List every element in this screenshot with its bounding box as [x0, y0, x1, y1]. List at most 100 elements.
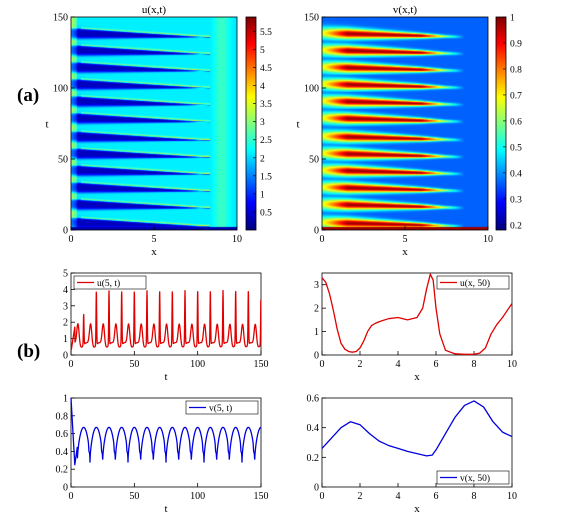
y-tick-label: 0.6 — [56, 429, 69, 440]
x-axis-label: t — [164, 371, 167, 383]
y-tick-label: 0.2 — [307, 453, 320, 464]
panel-label-b: (b) — [17, 341, 40, 362]
colorbar-tick-label: 0.9 — [510, 39, 522, 49]
x-tick-label: 5 — [403, 234, 408, 245]
x-tick-label: 4 — [396, 491, 401, 502]
colorbar-frame — [245, 16, 257, 231]
legend-box — [185, 400, 259, 415]
x-tick-label: 0 — [320, 359, 325, 370]
y-tick-label: 100 — [53, 84, 68, 95]
series-line-ux50 — [321, 273, 513, 355]
y-tick-label: 0.4 — [56, 447, 69, 458]
colorbar-tick-label: 2.5 — [260, 136, 272, 146]
panel-label-a: (a) — [17, 85, 39, 106]
x-tick-label: 10 — [507, 359, 517, 370]
colorbar-frame — [495, 16, 507, 231]
heatmap-heat_v: 0 5 10050100150v(x,t)xt0.20.30.40.50.60.70… — [296, 4, 522, 258]
colorbar-image — [496, 17, 506, 230]
colorbar-tick-label: 0.6 — [510, 117, 522, 127]
x-tick-label: 6 — [434, 491, 439, 502]
x-axis-label: x — [151, 246, 157, 258]
colorbar-tick-label: 0.3 — [510, 195, 522, 205]
x-tick-label: 100 — [190, 359, 205, 370]
x-tick-label: 150 — [254, 359, 269, 370]
colorbar-tick-label: 4.5 — [260, 64, 272, 74]
colorbar-tick-label: 2 — [260, 154, 265, 164]
heatmap-heat_u: 0 5 10050100150u(x,t)xt0.511.522.533.544.5… — [45, 4, 272, 258]
colorbar-tick-label: 5 — [260, 46, 265, 56]
y-tick-label: 0.4 — [307, 423, 320, 434]
x-tick-label: 5 — [152, 234, 157, 245]
series-line-u5t — [70, 289, 262, 351]
legend: u(5, t) — [73, 275, 147, 290]
x-tick-label: 10 — [507, 491, 517, 502]
y-tick-label: 0 — [63, 483, 68, 494]
x-axis-label: t — [164, 503, 167, 515]
legend-box — [73, 275, 147, 290]
x-tick-label: 2 — [358, 359, 363, 370]
y-tick-label: 150 — [53, 13, 68, 24]
legend: v(5, t) — [185, 400, 259, 415]
y-tick-label: 0 — [63, 351, 68, 362]
y-tick-label: 1 — [63, 394, 68, 405]
y-tick-label: 0 — [314, 226, 319, 237]
line-chart-vx50: 0 2 4 6 8 10 0 0.2 0.4 0.6 x v(x, 50) — [307, 394, 518, 516]
series-line-v5t — [70, 397, 262, 466]
y-axis-label: t — [296, 119, 299, 131]
y-tick-label: 2 — [314, 304, 319, 315]
x-tick-label: 2 — [358, 491, 363, 502]
colorbar-tick-label: 3.5 — [260, 100, 272, 110]
y-tick-label: 100 — [304, 84, 319, 95]
x-tick-label: 8 — [472, 359, 477, 370]
x-axis-label: x — [402, 246, 408, 258]
y-tick-label: 2 — [63, 318, 68, 329]
line-chart-u5: 0 50 100 150 0 1 2 3 4 5 t u(5, t) — [63, 269, 269, 384]
legend-box — [436, 275, 510, 290]
legend-label: u(x, 50) — [460, 278, 490, 289]
y-tick-label: 1 — [314, 327, 319, 338]
y-tick-label: 5 — [63, 269, 68, 280]
chart-title: v(x,t) — [393, 4, 417, 16]
x-axis-label: x — [414, 503, 420, 515]
legend-label: v(x, 50) — [460, 473, 490, 484]
y-tick-label: 1 — [63, 334, 68, 345]
heatmap-image — [322, 17, 488, 230]
colorbar-tick-label: 0.2 — [510, 221, 522, 231]
y-tick-label: 3 — [314, 280, 319, 291]
heatmap-image — [71, 17, 237, 230]
y-tick-label: 150 — [304, 13, 319, 24]
legend-box — [436, 470, 510, 485]
colorbar: 0.2 0.3 0.4 0.5 0.6 0.7 0.8 0.9 1 — [495, 14, 522, 231]
colorbar-tick-label: 4 — [260, 82, 265, 92]
colorbar-tick-label: 1 — [510, 14, 515, 24]
y-tick-label: 50 — [58, 155, 68, 166]
y-tick-label: 0 — [314, 351, 319, 362]
x-tick-label: 0 — [320, 491, 325, 502]
colorbar-tick-label: 5.5 — [260, 28, 272, 38]
x-tick-label: 10 — [483, 234, 493, 245]
x-tick-label: 0 — [69, 234, 74, 245]
line-chart-v5: 0 50 100 150 0 0.2 0.4 0.6 0.8 1 t v(5, t) — [56, 394, 269, 516]
x-tick-label: 50 — [129, 359, 139, 370]
y-tick-label: 0 — [314, 483, 319, 494]
x-tick-label: 100 — [190, 491, 205, 502]
x-tick-label: 0 — [69, 359, 74, 370]
legend-label: u(5, t) — [97, 278, 120, 289]
legend: u(x, 50) — [436, 275, 510, 290]
colorbar-tick-label: 0.4 — [510, 169, 522, 179]
legend: v(x, 50) — [436, 470, 510, 485]
y-tick-label: 0.8 — [56, 411, 69, 422]
y-tick-label: 4 — [63, 285, 68, 296]
y-axis-label: t — [45, 119, 48, 131]
colorbar-tick-label: 0.7 — [510, 91, 522, 101]
x-tick-label: 4 — [396, 359, 401, 370]
line-chart-ux50: 0 2 4 6 8 10 0 1 2 3 x u(x, 50) — [314, 272, 517, 383]
y-tick-label: 0.6 — [307, 394, 320, 405]
colorbar-tick-label: 0.5 — [260, 208, 272, 218]
colorbar-tick-label: 1.5 — [260, 172, 272, 182]
y-tick-label: 0 — [63, 226, 68, 237]
colorbar-tick-label: 0.5 — [510, 143, 522, 153]
x-axis-label: x — [414, 371, 420, 383]
x-tick-label: 0 — [320, 234, 325, 245]
